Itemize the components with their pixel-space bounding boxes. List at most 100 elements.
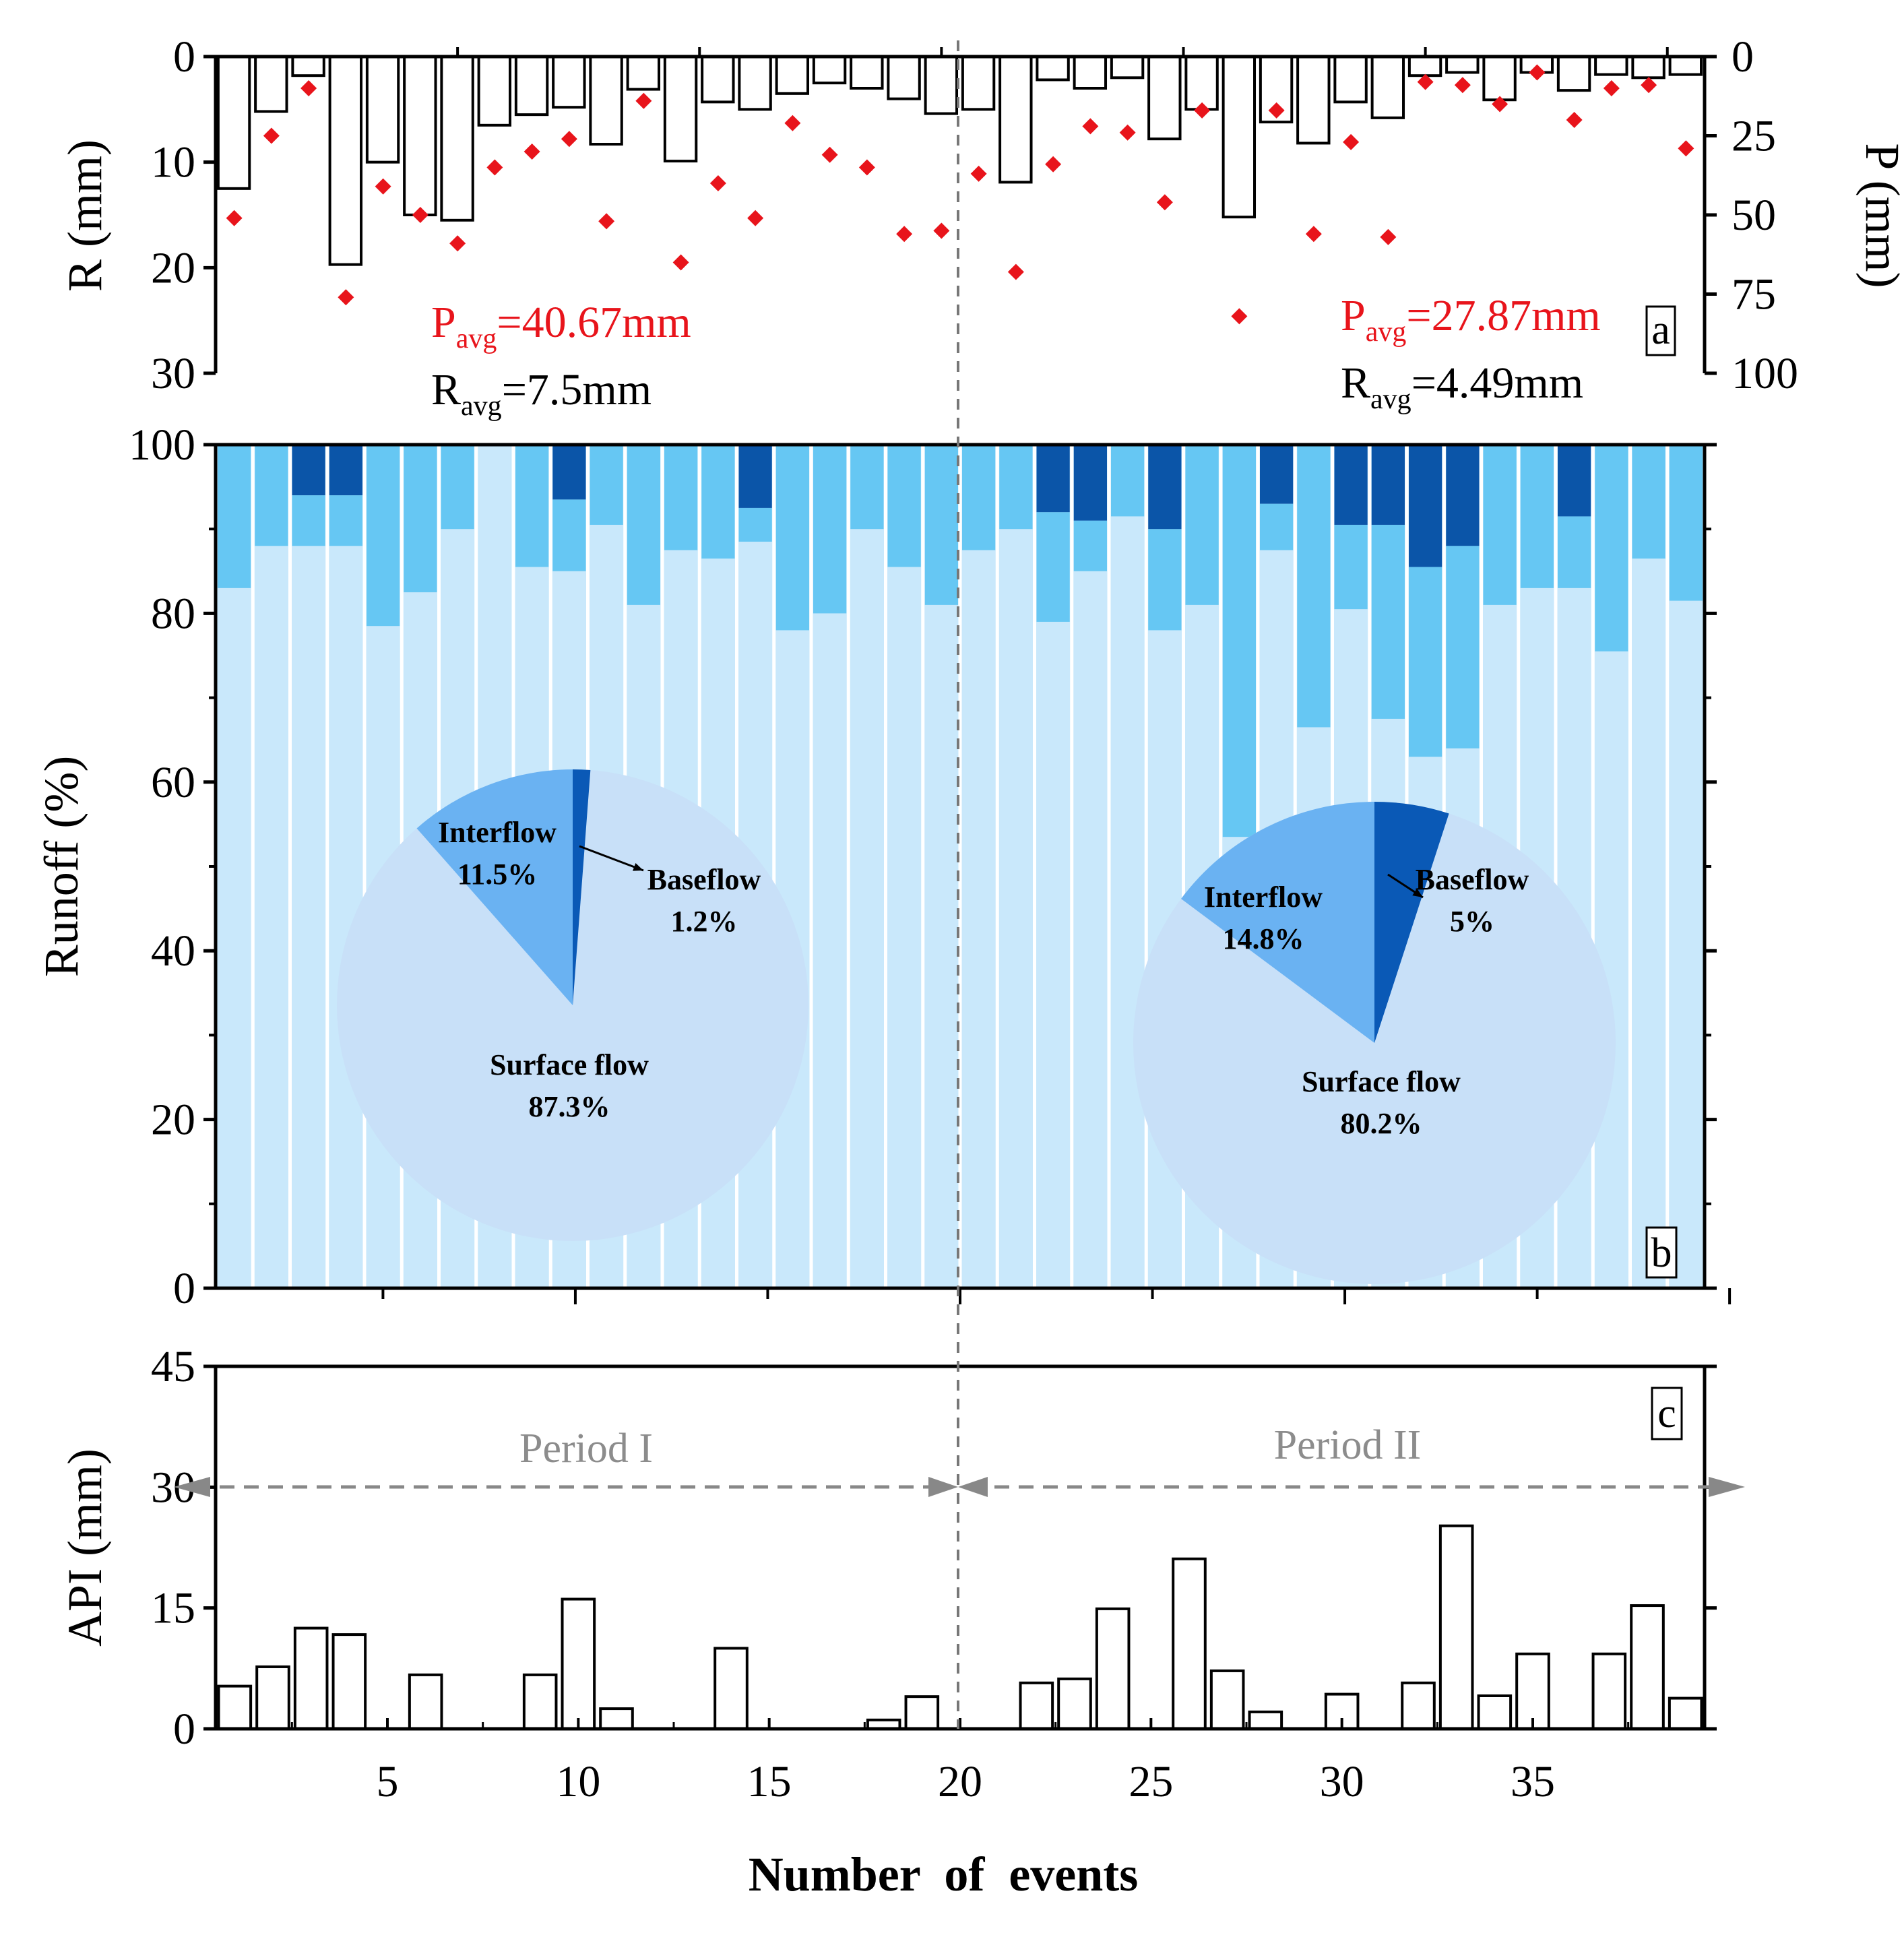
api-bar bbox=[1172, 1557, 1207, 1731]
r-bar bbox=[365, 55, 400, 164]
surface-flow-bar bbox=[887, 567, 921, 1288]
api-bar bbox=[713, 1647, 749, 1730]
panel-b: Surface flow 87.3% Interflow 11.5% Baseflow 1… bbox=[34, 420, 1732, 1313]
interflow-bar bbox=[962, 445, 996, 550]
api-bar bbox=[904, 1695, 940, 1730]
api-bar bbox=[522, 1673, 558, 1730]
p-avg-period-2: Pavg=27.87mm bbox=[1341, 291, 1601, 348]
p-point bbox=[1082, 118, 1099, 135]
baseflow-bar bbox=[1260, 445, 1294, 504]
interflow-bar bbox=[738, 507, 772, 542]
api-bar bbox=[293, 1626, 329, 1731]
interflow-bar bbox=[850, 445, 884, 530]
api-bar bbox=[1591, 1652, 1627, 1730]
p-point bbox=[449, 235, 466, 252]
api-bar bbox=[1515, 1652, 1550, 1730]
interflow-bar bbox=[1073, 520, 1107, 571]
interflow-bar bbox=[1483, 445, 1517, 605]
api-tick-label: 0 bbox=[173, 1705, 195, 1754]
interflow-bar bbox=[1669, 445, 1703, 601]
runoff-tick-label: 60 bbox=[151, 758, 195, 807]
left-tick-label: 20 bbox=[151, 243, 195, 292]
p-point bbox=[338, 289, 354, 306]
p-point bbox=[784, 115, 801, 131]
interflow-bar bbox=[329, 495, 362, 546]
interflow-bar bbox=[1036, 512, 1070, 622]
surface-flow-bar bbox=[1036, 621, 1070, 1288]
right-tick-label: 75 bbox=[1732, 270, 1776, 319]
panel-c-tag-box bbox=[1651, 1387, 1683, 1440]
baseflow-bar bbox=[1558, 445, 1591, 517]
period-2-label: Period II bbox=[1274, 1422, 1422, 1468]
pie-slice-baseflow bbox=[1374, 802, 1449, 1043]
event-tick-label: 25 bbox=[1129, 1757, 1173, 1806]
api-bar bbox=[599, 1707, 634, 1730]
p-point bbox=[226, 210, 243, 226]
p-point bbox=[672, 254, 689, 271]
surface-flow-bar bbox=[813, 613, 847, 1288]
interflow-bar bbox=[1409, 567, 1442, 757]
left-tick-label: 10 bbox=[151, 138, 195, 187]
panel-b-tag: b bbox=[1651, 1230, 1672, 1276]
api-bar bbox=[1401, 1681, 1436, 1730]
baseflow-bar bbox=[329, 445, 362, 496]
r-bar bbox=[775, 55, 810, 95]
api-bar bbox=[1019, 1681, 1054, 1730]
api-tick-label: 15 bbox=[151, 1584, 195, 1633]
pie-slice-baseflow bbox=[573, 769, 591, 1005]
r-bar bbox=[440, 55, 474, 222]
r-bar bbox=[1333, 55, 1368, 104]
r-bar bbox=[887, 55, 921, 100]
interflow-bar bbox=[292, 495, 325, 546]
baseflow-bar bbox=[1073, 445, 1107, 521]
r-bar bbox=[663, 55, 698, 163]
surface-flow-bar bbox=[924, 604, 958, 1288]
interflow-bar bbox=[887, 445, 921, 567]
r-bar bbox=[1482, 55, 1517, 102]
interflow-bar bbox=[1111, 445, 1145, 517]
period-1-label: Period I bbox=[519, 1426, 653, 1471]
event-tick-label: 20 bbox=[938, 1757, 982, 1806]
right-tick-label: 50 bbox=[1732, 191, 1776, 240]
p-point bbox=[1678, 140, 1694, 157]
left-tick-label: 30 bbox=[151, 349, 195, 398]
panel-a: 0 10 20 30 0 25 50 75 100 R (mm) P (mm) Pavg=40.… bbox=[58, 32, 1904, 422]
api-bar bbox=[1438, 1524, 1474, 1730]
left-tick-label: 0 bbox=[173, 32, 195, 82]
interflow-bar bbox=[813, 445, 847, 614]
surface-flow-bar bbox=[1111, 516, 1145, 1289]
r-bar bbox=[1407, 55, 1442, 77]
baseflow-bar bbox=[1371, 445, 1405, 525]
surface-flow-bar bbox=[1669, 600, 1703, 1288]
pie-slice-interflow bbox=[1181, 802, 1374, 1043]
p-point bbox=[933, 222, 950, 239]
baseflow-bar bbox=[1148, 445, 1182, 530]
interflow-bar bbox=[999, 445, 1033, 530]
baseflow-bar bbox=[1409, 445, 1442, 567]
period-arrows bbox=[174, 1477, 1745, 1497]
interflow-bar bbox=[1148, 529, 1182, 631]
p-point bbox=[1641, 77, 1657, 94]
surface-flow-bar bbox=[1073, 571, 1107, 1288]
interflow-bar bbox=[1558, 516, 1591, 588]
interflow-bar bbox=[255, 445, 288, 546]
r-bar bbox=[998, 55, 1033, 184]
r-bar bbox=[403, 55, 437, 216]
pie-label-name: Baseflow bbox=[647, 863, 761, 896]
panel-a-left-axis-title: R (mm) bbox=[58, 139, 112, 292]
interflow-bar bbox=[1595, 445, 1628, 652]
interflow-bar bbox=[627, 445, 660, 605]
interflow-bar bbox=[367, 445, 400, 627]
p-point bbox=[1305, 226, 1322, 243]
interflow-bar bbox=[218, 445, 251, 588]
p-point bbox=[709, 175, 726, 191]
interflow-bar bbox=[1371, 524, 1405, 719]
pie-label-value: 1.2% bbox=[671, 905, 738, 938]
r-avg-period-1: Ravg=7.5mm bbox=[431, 365, 652, 422]
api-bar bbox=[1630, 1604, 1665, 1731]
r-bar bbox=[1184, 55, 1219, 111]
interflow-bar bbox=[441, 445, 474, 530]
p-point bbox=[1343, 133, 1360, 150]
